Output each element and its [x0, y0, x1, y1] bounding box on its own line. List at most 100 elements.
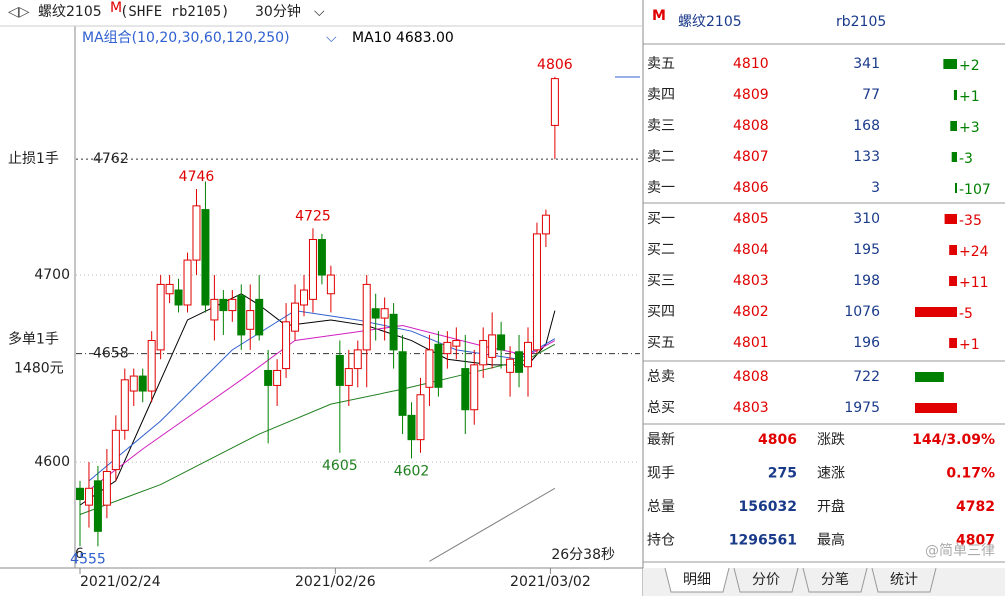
candle-body: [479, 340, 488, 366]
candle-body: [541, 214, 550, 235]
tab-outline: [733, 567, 799, 593]
book-price: 4810: [733, 56, 769, 72]
y-tick-label: 4600: [34, 454, 70, 470]
candle-body: [371, 308, 380, 319]
book-label: 买二: [647, 242, 675, 258]
book-volume: 195: [853, 242, 880, 258]
candle-body: [120, 379, 129, 431]
candle-body: [246, 310, 255, 330]
order-tag: 多单1手: [8, 331, 59, 348]
candle-body: [76, 487, 84, 501]
candle-body: [488, 334, 497, 358]
stat-label: 涨跌: [817, 432, 845, 448]
candle-body: [443, 341, 452, 355]
tab[interactable]: 明细: [683, 572, 711, 588]
book-price: 4805: [733, 211, 769, 227]
volume-bar: [955, 183, 957, 193]
book-price: 4806: [733, 180, 769, 196]
extreme-label: 4555: [70, 551, 106, 567]
book-price: 4809: [733, 87, 769, 103]
volume-bar: [949, 338, 957, 348]
candle-body: [201, 209, 210, 306]
book-change: +24: [959, 244, 989, 260]
quote-badge: M: [652, 8, 666, 24]
ma-line: [88, 310, 556, 482]
book-label: 总卖: [647, 369, 675, 385]
tab[interactable]: 统计: [890, 572, 918, 588]
candle-body: [93, 480, 102, 532]
book-price: 4807: [733, 149, 769, 165]
stat-value: 1296561: [729, 533, 797, 549]
ma-legend[interactable]: MA组合(10,20,30,60,120,250): [82, 30, 290, 46]
candle-body: [398, 351, 407, 416]
volume-bar: [949, 245, 957, 255]
book-price: 4803: [733, 273, 769, 289]
candle-body: [255, 298, 264, 336]
candle-body: [228, 298, 237, 312]
book-label: 卖二: [647, 149, 675, 165]
x-tick-label: 2021/03/02: [510, 574, 591, 590]
book-label: 买四: [647, 304, 675, 320]
book-volume: 198: [853, 273, 880, 289]
ma-dropdown[interactable]: ⌵: [326, 30, 337, 46]
candle-body: [192, 205, 201, 261]
candle-body: [434, 343, 443, 388]
extreme-label: 4806: [537, 57, 573, 73]
stat-value: 4782: [956, 499, 995, 515]
book-price: 4801: [733, 335, 769, 351]
stat-label: 最新: [647, 432, 675, 448]
book-label: 卖一: [647, 180, 675, 196]
book-volume: 1076: [844, 304, 880, 320]
candle-body: [300, 289, 308, 306]
ma-readout: MA10 4683.00: [352, 30, 454, 46]
candle-body: [165, 283, 174, 295]
book-change: -107: [959, 182, 991, 198]
tab-outline: [664, 567, 730, 593]
volume-bar: [915, 307, 957, 317]
stat-label: 最高: [817, 532, 845, 549]
extreme-label: 4746: [179, 169, 215, 185]
ma-line: [429, 487, 556, 562]
candle-body: [156, 283, 165, 351]
candle-body: [210, 298, 219, 321]
candle-body: [524, 341, 532, 368]
period[interactable]: 30分钟: [255, 3, 301, 20]
stat-value: 4807: [956, 533, 995, 549]
quote-name: 螺纹2105: [678, 14, 742, 30]
tab[interactable]: 分笔: [821, 572, 849, 588]
watermark: @简单三律: [925, 542, 995, 559]
tab[interactable]: 分价: [752, 572, 780, 588]
book-volume: 341: [853, 56, 880, 72]
book-change: +1: [959, 337, 980, 353]
x-tick-label: 2021/02/26: [295, 574, 376, 590]
stop-price: 4762: [93, 151, 129, 167]
book-volume: 310: [853, 211, 880, 227]
volume-bar: [915, 372, 944, 382]
candle-body: [506, 358, 515, 373]
candle-body: [362, 283, 371, 351]
tab-outline: [802, 567, 868, 593]
candle-body: [138, 375, 147, 392]
candle-body: [497, 334, 506, 351]
period-dropdown[interactable]: ⌵: [314, 4, 325, 20]
book-label: 卖四: [647, 87, 675, 103]
candle-body: [183, 259, 192, 306]
extreme-label: 4725: [295, 208, 331, 224]
book-label: 买三: [647, 273, 675, 289]
book-volume: 196: [853, 335, 880, 351]
book-change: -3: [959, 151, 973, 167]
app-icon: ◁▷: [8, 4, 30, 20]
volume-bar: [950, 121, 957, 131]
candle-body: [515, 351, 524, 373]
candle-body: [237, 295, 246, 336]
book-label: 总买: [647, 400, 675, 416]
tab-outline: [871, 567, 937, 593]
stat-label: 持仓: [647, 533, 675, 549]
stat-label: 现手: [647, 466, 675, 482]
candle-body: [147, 340, 156, 392]
candle-body: [335, 354, 344, 386]
candle-body: [111, 429, 120, 471]
extreme-label: 4602: [394, 463, 430, 479]
